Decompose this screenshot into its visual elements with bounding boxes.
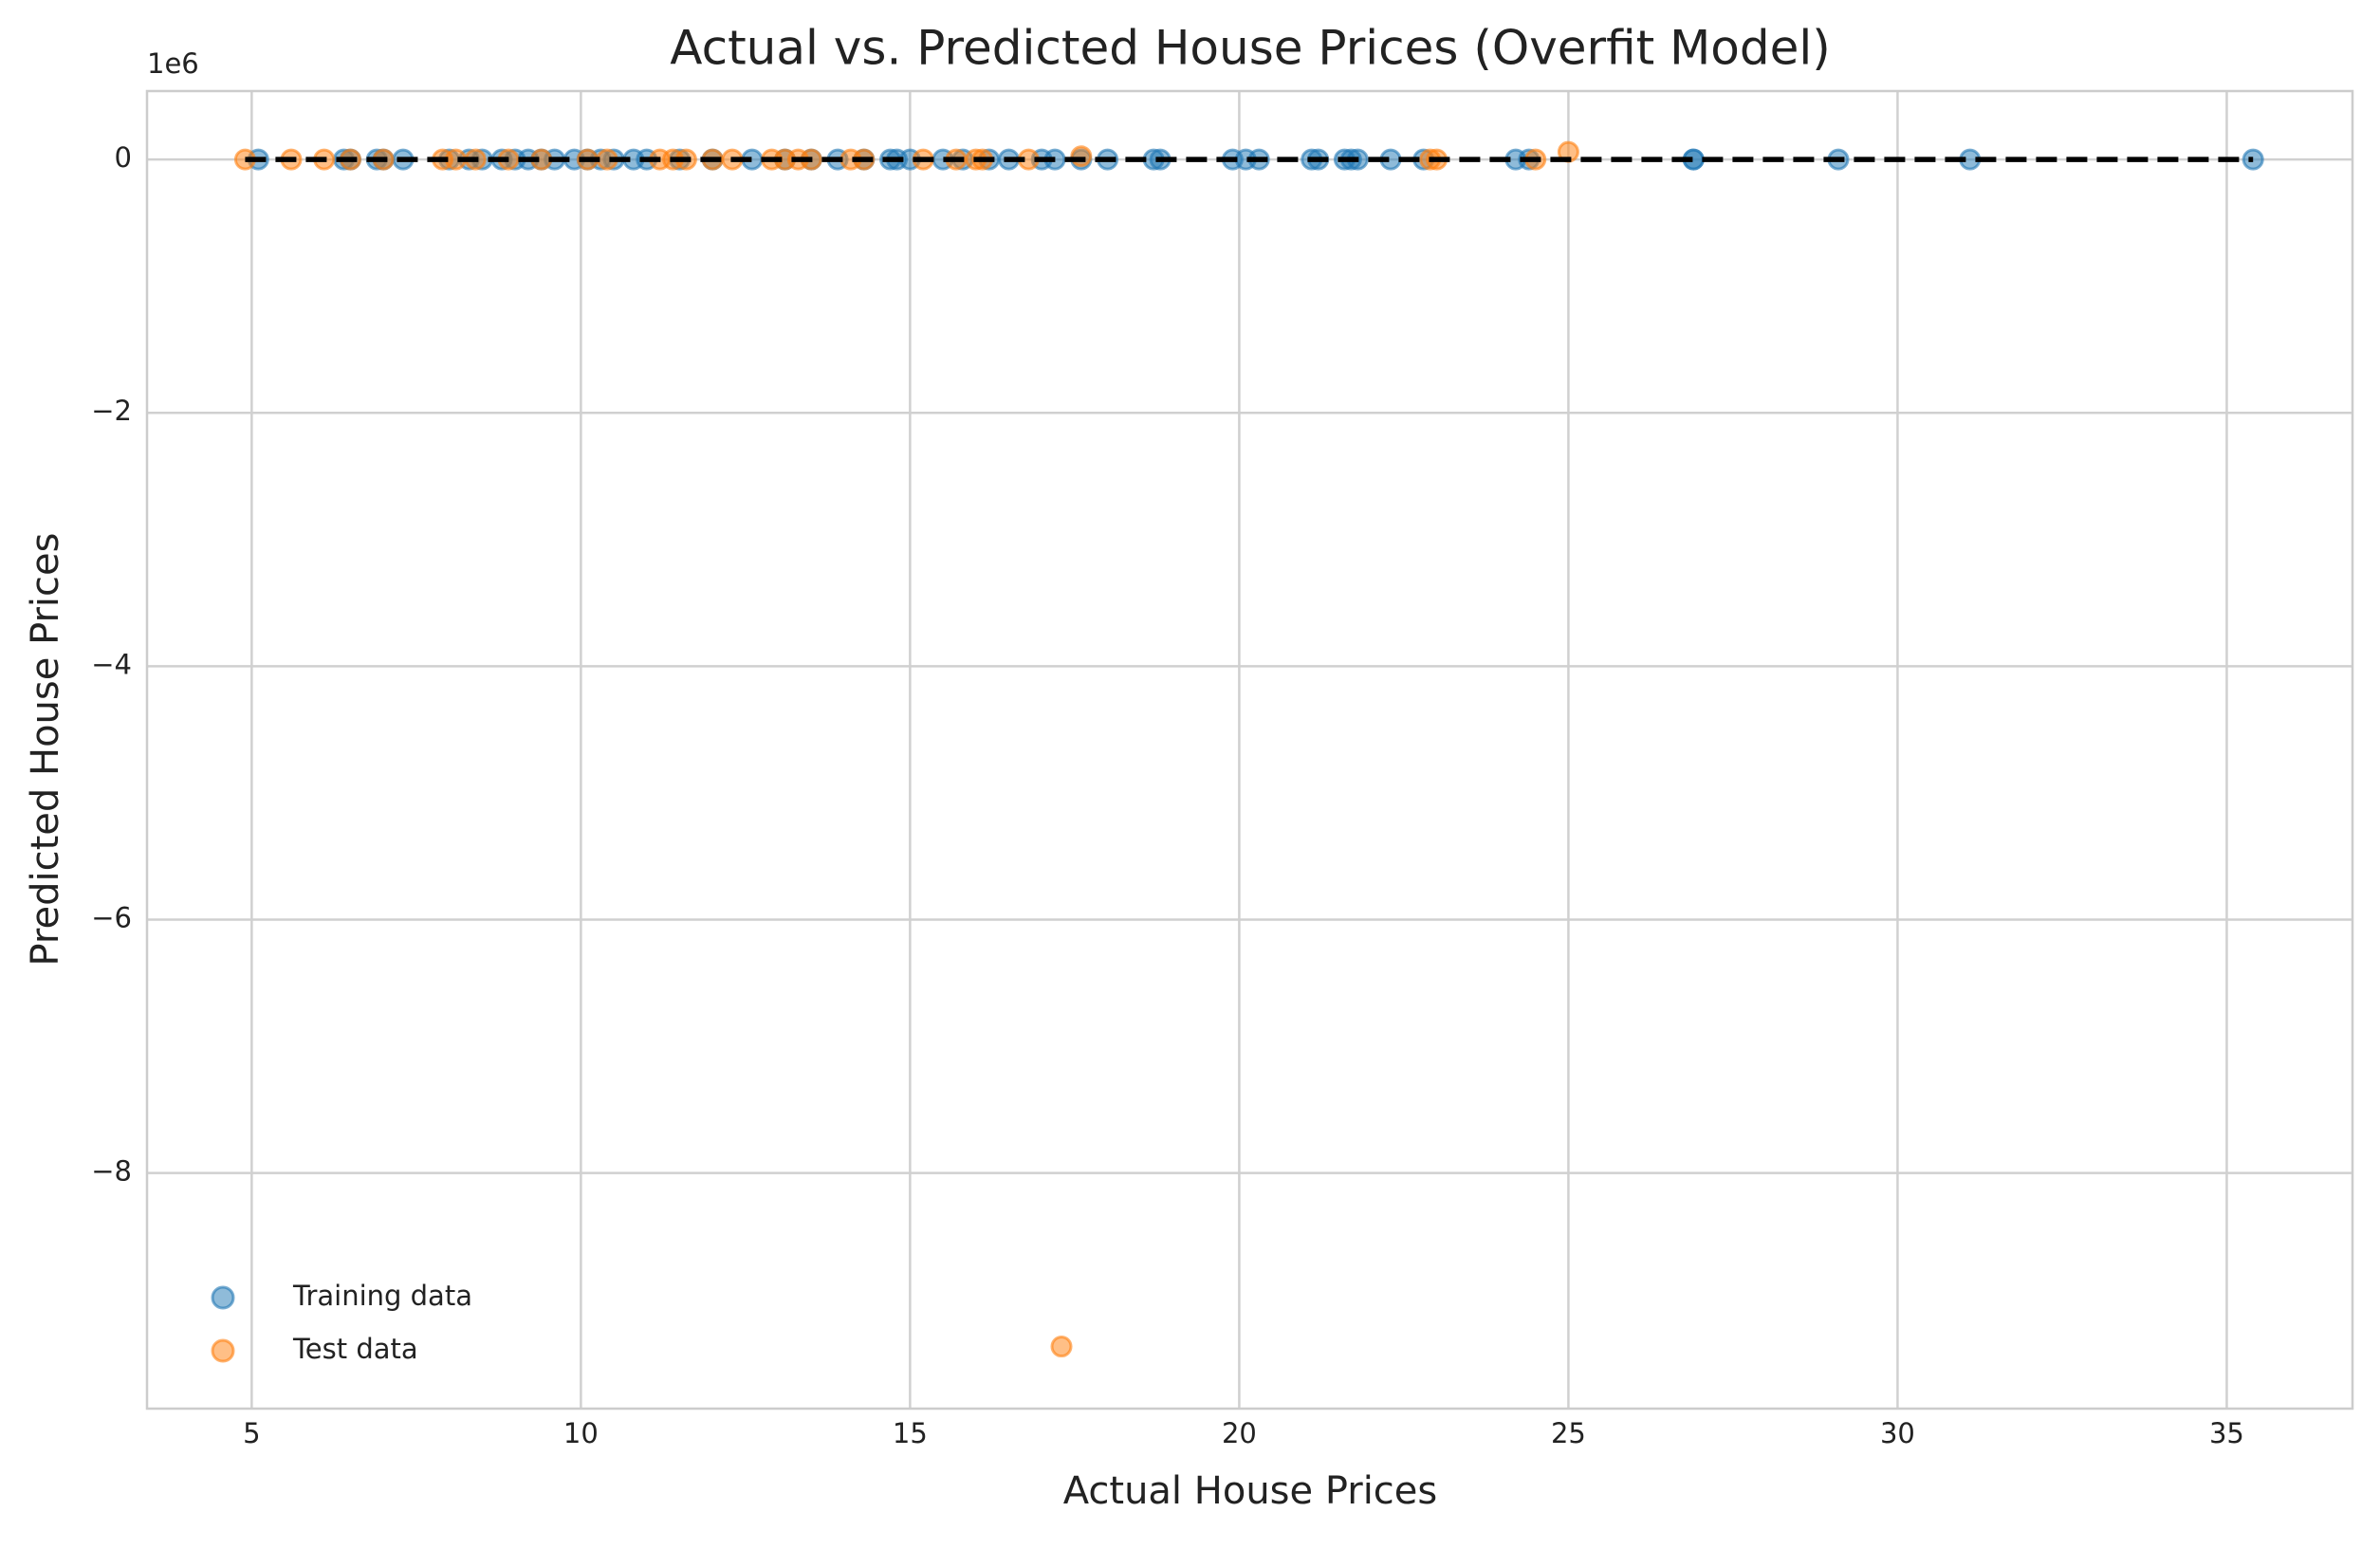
y-offset-label: 1e6: [147, 47, 199, 80]
x-tick-label: 5: [243, 1417, 260, 1449]
legend-label: Training data: [292, 1280, 472, 1312]
scatter-point: [1072, 147, 1091, 166]
y-tick-label: −8: [91, 1155, 132, 1188]
legend-marker: [212, 1340, 233, 1361]
x-tick-label: 10: [563, 1417, 599, 1449]
y-tick-label: −4: [91, 648, 132, 680]
legend-marker: [212, 1287, 233, 1308]
x-tick-label: 25: [1551, 1417, 1586, 1449]
x-axis-label: Actual House Prices: [1063, 1469, 1438, 1513]
x-tick-label: 20: [1222, 1417, 1257, 1449]
x-tick-label: 15: [893, 1417, 928, 1449]
y-tick-label: −2: [91, 395, 132, 427]
legend-label: Test data: [292, 1333, 418, 1365]
x-tick-label: 30: [1880, 1417, 1915, 1449]
chart-title: Actual vs. Predicted House Prices (Overf…: [670, 21, 1830, 76]
y-tick-label: −6: [91, 901, 132, 933]
scatter-point: [1052, 1337, 1071, 1356]
x-tick-label: 35: [2209, 1417, 2244, 1449]
y-axis-label: Predicted House Prices: [24, 533, 67, 967]
y-tick-label: 0: [115, 141, 132, 174]
